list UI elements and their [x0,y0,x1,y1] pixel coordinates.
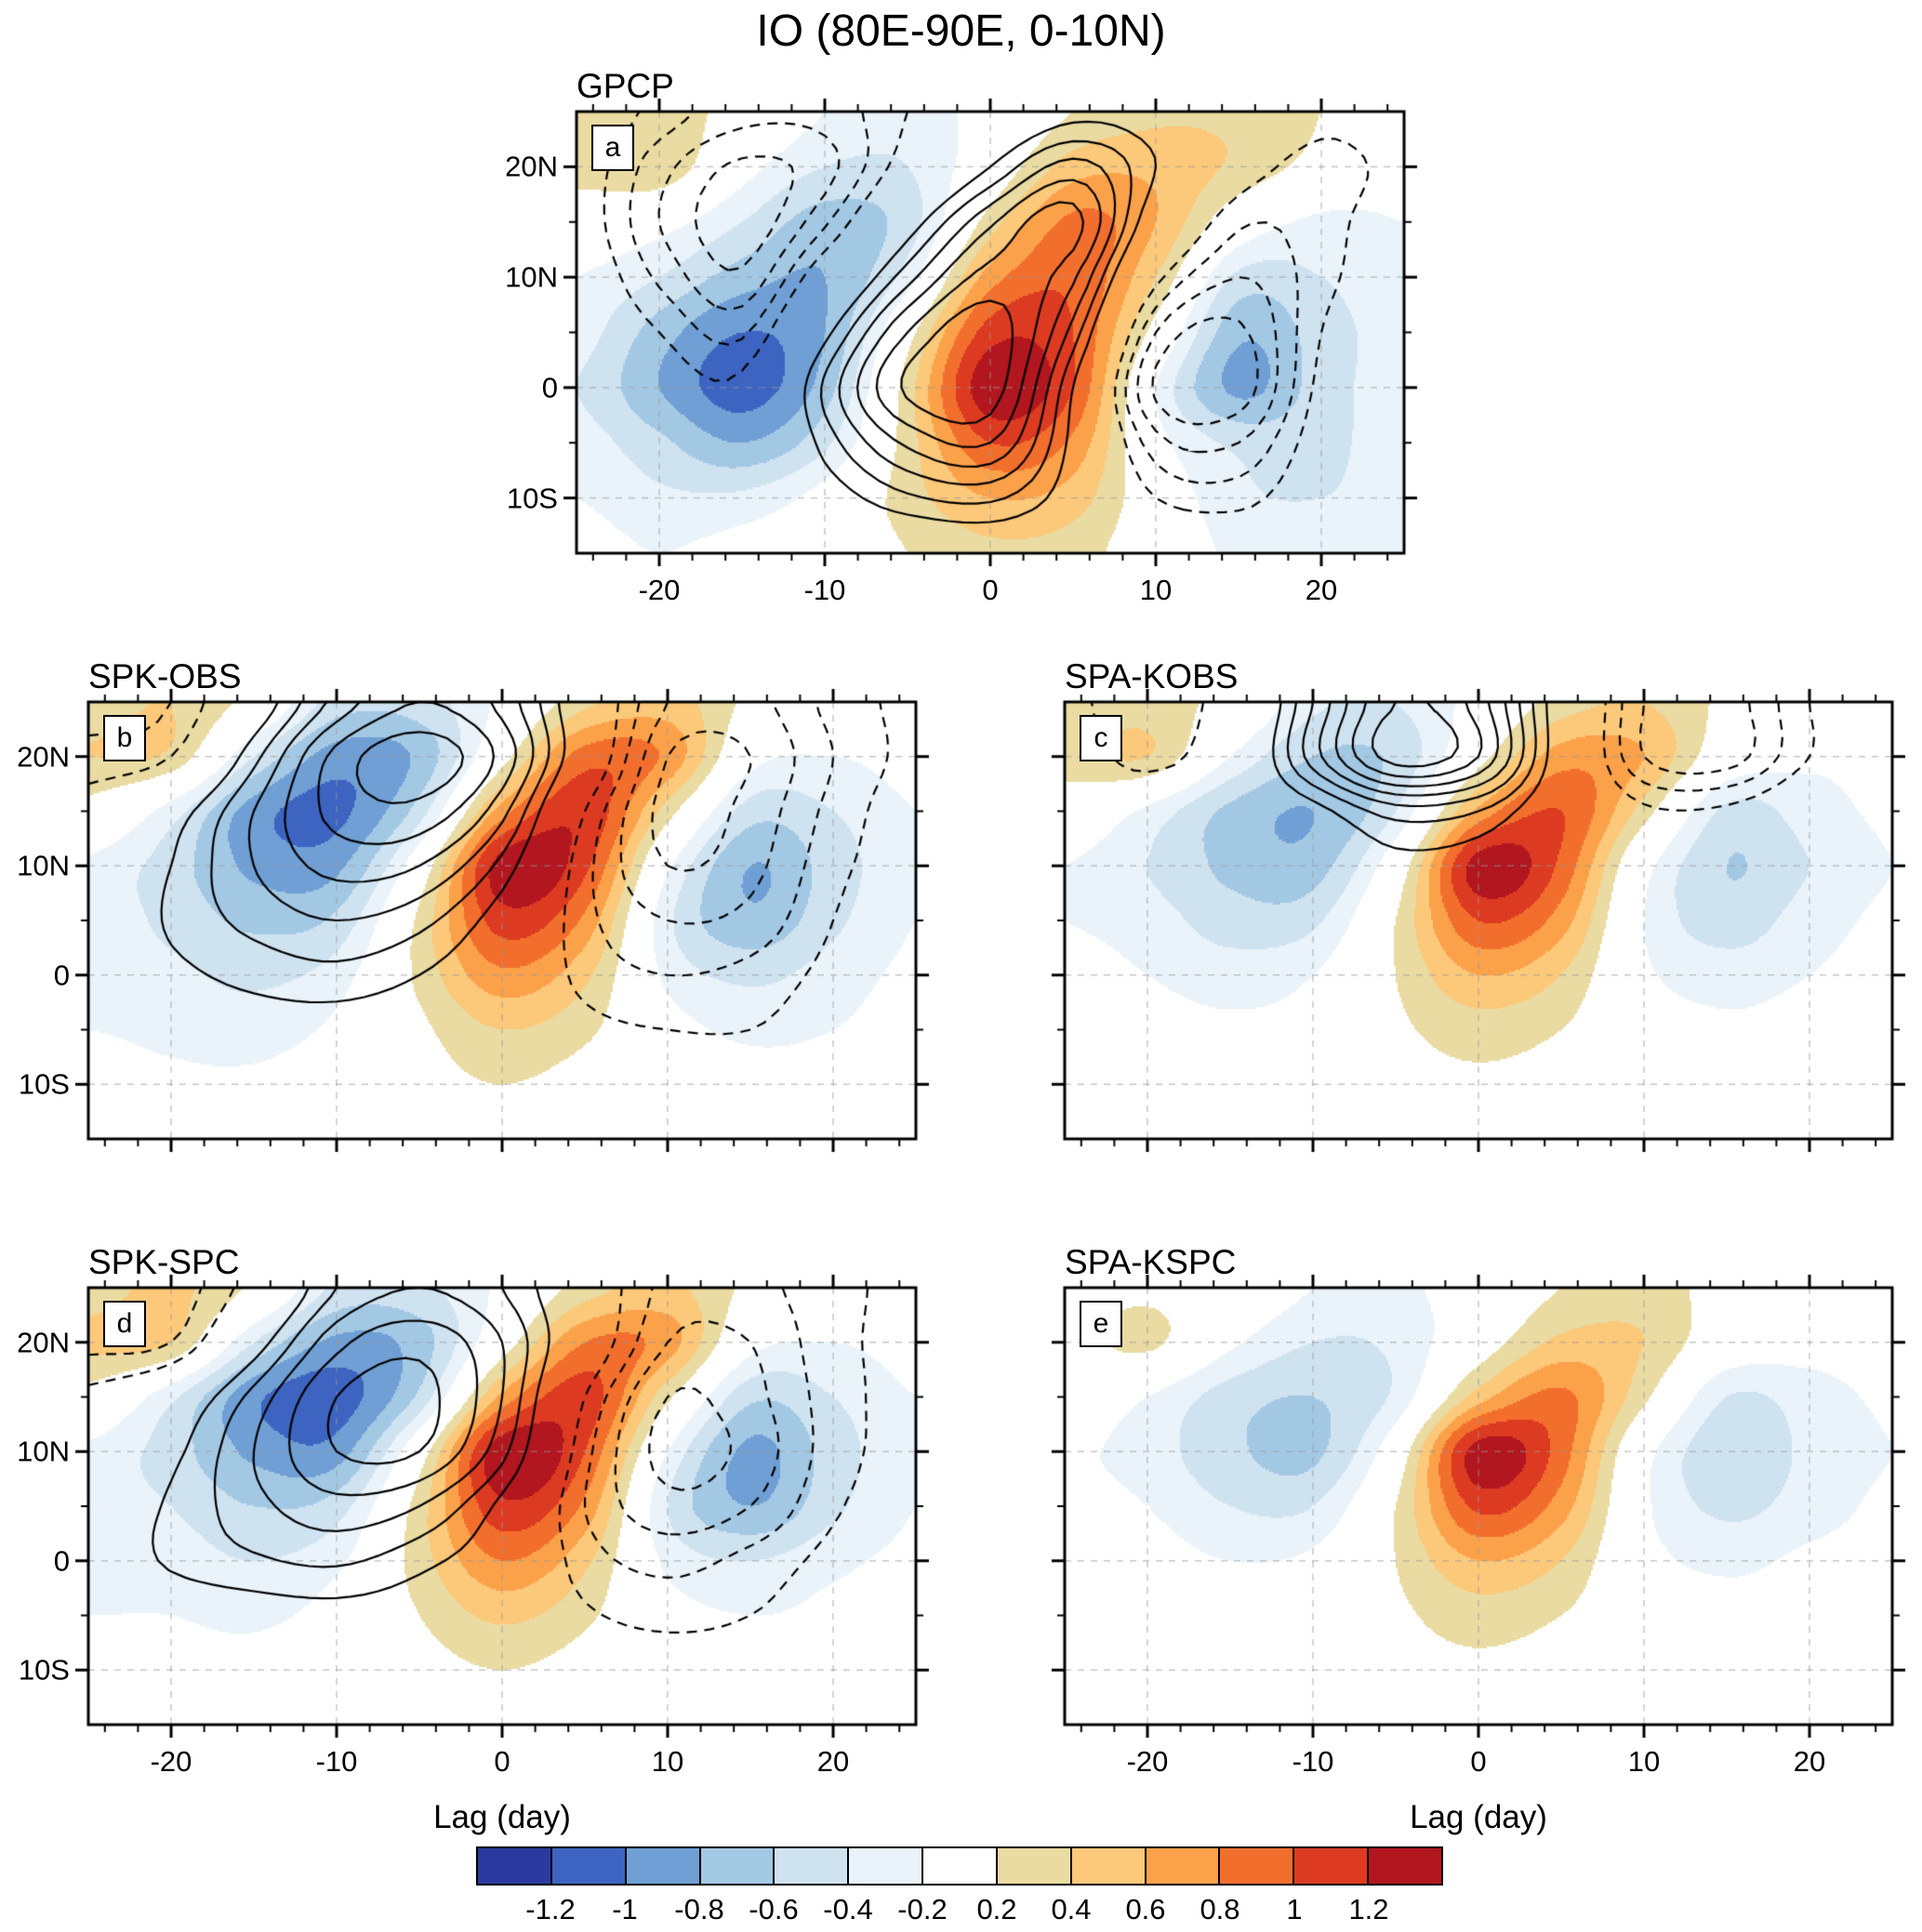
colorbar-cell [626,1848,701,1884]
colorbar-cell [775,1848,850,1884]
figure-title: IO (80E-90E, 0-10N) [756,7,1166,56]
colorbar-tick-label: 1.2 [1348,1893,1389,1925]
colorbar-cell [1071,1848,1147,1884]
colorbar-cell [1294,1848,1370,1884]
colorbar-tick-label: 0.6 [1125,1893,1166,1925]
colorbar-tick-label: -0.8 [674,1893,724,1925]
colorbar-cell [849,1848,924,1884]
plots-canvas [0,0,1922,1841]
colorbar-cell [1146,1848,1221,1884]
colorbar-cell [700,1848,775,1884]
colorbar-tick-label: -0.6 [749,1893,799,1925]
colorbar-tick-label: 0.2 [976,1893,1017,1925]
colorbar-cells [476,1846,1443,1886]
colorbar: -1.2 -1 -0.8 -0.6 -0.4 -0.2 0.2 0.4 0.6 0.8 1 1.2 [476,1846,1443,1925]
colorbar-cell [551,1848,627,1884]
colorbar-cell [997,1848,1072,1884]
colorbar-tick-label: -1 [612,1893,638,1925]
colorbar-tick-label: 1 [1286,1893,1303,1925]
colorbar-cell [923,1848,998,1884]
colorbar-tick-label: 0.4 [1051,1893,1092,1925]
colorbar-tick-label: -1.2 [525,1893,576,1925]
colorbar-cell [478,1848,552,1884]
colorbar-tick-label: -0.4 [823,1893,873,1925]
colorbar-cell [1220,1848,1295,1884]
colorbar-tick-label: 0.8 [1200,1893,1240,1925]
colorbar-cell [1369,1848,1441,1884]
colorbar-tick-label: -0.2 [897,1893,948,1925]
